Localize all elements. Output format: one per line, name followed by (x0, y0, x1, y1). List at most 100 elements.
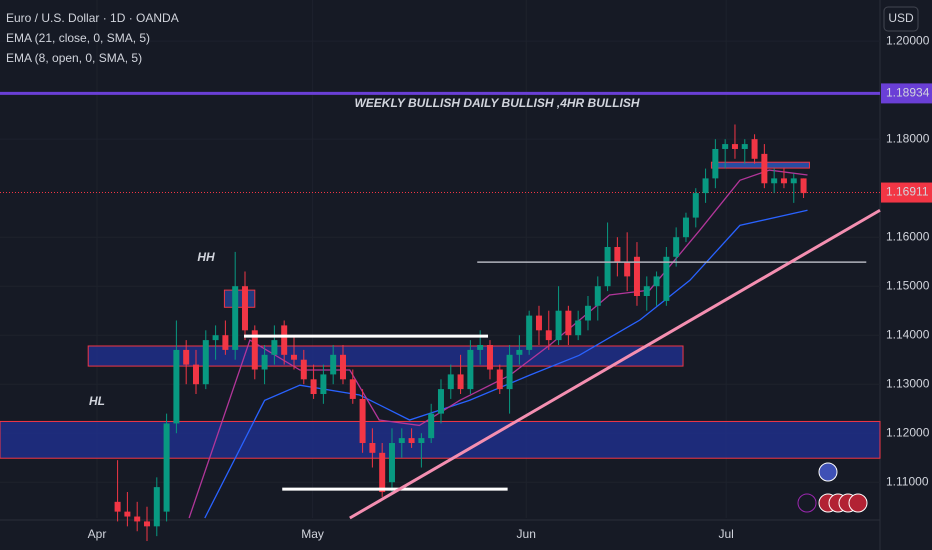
candle-body (261, 354, 268, 370)
candle-body (467, 349, 474, 390)
candle-body (183, 349, 190, 365)
candle-body (624, 261, 631, 277)
candle-body (163, 423, 170, 512)
candle-body (741, 144, 748, 149)
candle-body (790, 178, 797, 184)
candle-body (722, 144, 729, 149)
candle-body (800, 178, 807, 194)
candle-body (300, 359, 307, 380)
candle-body (349, 379, 356, 399)
candle-body (643, 286, 650, 296)
currency-label[interactable]: USD (888, 11, 914, 25)
y-tick-label: 1.16000 (886, 229, 930, 243)
candle-body (437, 389, 444, 414)
candle-body (359, 398, 366, 444)
candle-body (192, 364, 199, 385)
candle-body (535, 315, 542, 331)
currency-button[interactable] (883, 6, 919, 32)
candle-body (428, 413, 435, 439)
chart-title: Euro / U.S. Dollar · 1D · OANDA (6, 11, 179, 25)
candle-body (565, 310, 572, 336)
candle-body (633, 256, 640, 296)
candle-body (232, 286, 239, 350)
y-tick-label: 1.20000 (886, 33, 930, 47)
candle-body (418, 438, 425, 444)
candle-body (761, 153, 768, 184)
price-label-bg (881, 83, 932, 104)
y-tick-label: 1.13000 (886, 376, 930, 390)
candle-body (614, 246, 621, 262)
candle-body (369, 443, 376, 453)
candle-body (202, 340, 209, 385)
plot (0, 91, 881, 542)
zone (0, 420, 881, 459)
candle-body (379, 452, 386, 493)
x-tick-label: Apr (88, 527, 107, 541)
candle-body (310, 379, 317, 395)
candle-body (516, 349, 523, 355)
event-icon[interactable] (797, 493, 817, 513)
candle-body (663, 256, 670, 301)
x-tick-label: Jul (718, 527, 733, 541)
candle-body (682, 217, 689, 238)
candle-body (477, 345, 484, 350)
y-tick-label: 1.15000 (886, 278, 930, 292)
y-tick-label: 1.18000 (886, 131, 930, 145)
candle-body (271, 340, 278, 355)
event-icon[interactable] (818, 462, 838, 482)
candle-body (447, 374, 454, 390)
y-tick-label: 1.11000 (886, 474, 929, 488)
price-label: 1.16911 (886, 185, 929, 199)
candle-body (604, 246, 611, 287)
price-label: 1.18934 (886, 86, 930, 100)
y-tick-label: 1.14000 (886, 327, 930, 341)
candle-body (222, 335, 229, 350)
candle-body (731, 144, 738, 149)
candle-body (702, 178, 709, 194)
zone (223, 289, 256, 308)
price-axis-bg (880, 0, 932, 550)
candle-body (545, 330, 552, 341)
candle-body (653, 276, 660, 287)
legend-ema8: EMA (8, open, 0, SMA, 5) (6, 51, 142, 65)
candle-body (751, 139, 758, 159)
x-tick-label: May (301, 527, 324, 541)
candle-body (339, 354, 346, 380)
candle-body (673, 237, 680, 257)
legend-ema21: EMA (21, close, 0, SMA, 5) (6, 31, 150, 45)
candle-body (584, 305, 591, 321)
annotation: WEEKLY BULLISH DAILY BULLISH ,4HR BULLIS… (354, 96, 639, 110)
candle-body (124, 511, 131, 517)
candle-body (506, 354, 513, 390)
candle-body (134, 516, 141, 522)
candle-body (388, 443, 395, 483)
candle-body (290, 354, 297, 360)
candle-body (575, 320, 582, 336)
candle-body (496, 369, 503, 390)
candle-body (555, 310, 562, 341)
candle-body (486, 345, 493, 370)
zone (710, 161, 810, 169)
candle-body (241, 286, 248, 331)
y-tick-label: 1.12000 (886, 425, 930, 439)
event-icon[interactable] (848, 493, 868, 513)
candle-body (398, 438, 405, 444)
price-label-bg (881, 182, 932, 203)
candle-body (712, 148, 719, 179)
candle-body (251, 330, 258, 370)
candle-body (771, 178, 778, 184)
candle-body (457, 374, 464, 390)
candle-body (212, 335, 219, 341)
x-tick-label: Jun (517, 527, 536, 541)
candle-body (408, 438, 415, 444)
candle-body (692, 193, 699, 218)
annotation: HH (197, 250, 215, 264)
annotation: HL (89, 394, 105, 408)
candle-body (526, 315, 533, 350)
candle-body (114, 501, 121, 512)
candle-body (330, 354, 337, 375)
candle-body (173, 349, 180, 424)
drawn-line (349, 208, 881, 520)
